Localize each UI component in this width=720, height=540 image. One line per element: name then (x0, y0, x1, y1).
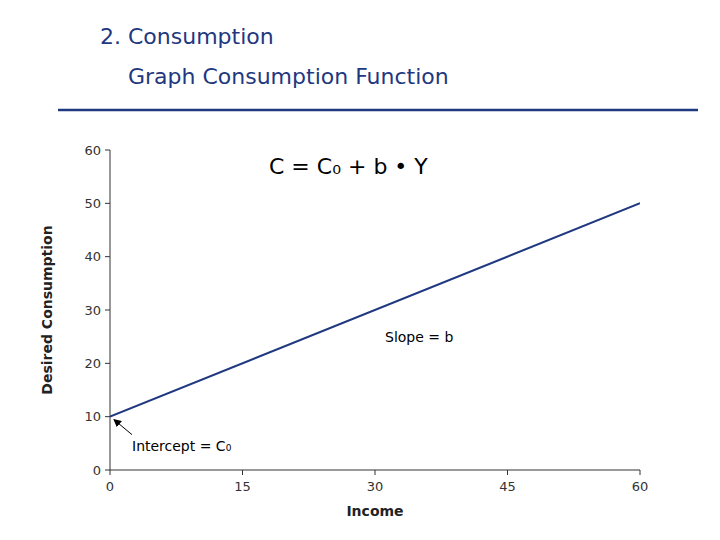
y-tick (105, 470, 110, 471)
y-axis-label: Desired Consumption (39, 225, 55, 394)
subtitle: Graph Consumption Function (100, 64, 449, 89)
consumption-line (110, 203, 640, 416)
formula: C = C₀ + b • Y (269, 154, 428, 179)
title: 2. Consumption (100, 24, 274, 49)
plot-marks (110, 203, 640, 416)
x-tick (110, 470, 111, 475)
x-tick (242, 470, 243, 475)
y-tick (105, 416, 110, 417)
y-tick (105, 203, 110, 204)
y-tick-label: 0 (93, 463, 101, 478)
intercept-label: Intercept = C₀ (132, 438, 232, 454)
y-tick-label: 30 (84, 303, 101, 318)
chart: 2. Consumption Graph Consumption Functio… (0, 0, 720, 540)
slope-label: Slope = b (385, 329, 453, 345)
x-tick-label: 30 (367, 479, 384, 494)
x-tick-label: 45 (499, 479, 516, 494)
y-tick (105, 256, 110, 257)
x-tick-label: 0 (106, 479, 114, 494)
x-tick-label: 15 (234, 479, 251, 494)
intercept-arrow (114, 420, 132, 435)
x-tick (507, 470, 508, 475)
y-tick-label: 50 (84, 196, 101, 211)
y-tick (105, 363, 110, 364)
x-tick (640, 470, 641, 475)
y-tick-label: 40 (84, 249, 101, 264)
x-axis-label: Income (346, 503, 403, 519)
y-tick-label: 20 (84, 356, 101, 371)
x-tick (375, 470, 376, 475)
y-tick-label: 10 (84, 409, 101, 424)
y-tick (105, 150, 110, 151)
y-tick-label: 60 (84, 143, 101, 158)
y-tick (105, 310, 110, 311)
x-tick-label: 60 (632, 479, 649, 494)
title-rule (58, 109, 698, 112)
